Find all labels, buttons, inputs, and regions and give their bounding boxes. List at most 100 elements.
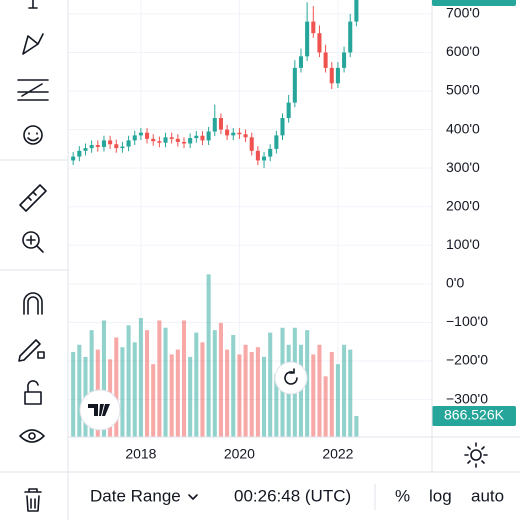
candle-body bbox=[298, 56, 304, 68]
volume-bar bbox=[200, 342, 205, 437]
candle-body bbox=[114, 144, 119, 149]
candle-body bbox=[169, 137, 174, 139]
candle-body bbox=[181, 141, 187, 144]
y-tick-label: 700'0 bbox=[446, 5, 480, 21]
date-range[interactable]: Date Range bbox=[90, 486, 181, 505]
volume-bar bbox=[212, 330, 217, 437]
volume-bar bbox=[194, 332, 199, 437]
candle-body bbox=[120, 146, 125, 149]
candle-body bbox=[101, 140, 106, 147]
y-tick-label: −300'0 bbox=[446, 390, 488, 406]
y-tick-label: 400'0 bbox=[446, 120, 480, 136]
candle-body bbox=[145, 132, 150, 139]
candle-body bbox=[255, 150, 260, 161]
volume-bar bbox=[132, 342, 137, 437]
volume-bar bbox=[255, 347, 260, 437]
candle-body bbox=[212, 118, 217, 132]
log-toggle[interactable]: log bbox=[429, 486, 452, 505]
volume-bar bbox=[231, 335, 236, 437]
volume-bar bbox=[89, 330, 94, 437]
price-tag bbox=[432, 0, 516, 6]
volume-bar bbox=[151, 364, 156, 437]
volume-bar bbox=[77, 344, 82, 437]
y-tick-label: 100'0 bbox=[446, 236, 480, 252]
volume-bar bbox=[157, 320, 162, 437]
volume-bar bbox=[101, 320, 106, 437]
tool-unlock[interactable] bbox=[24, 380, 42, 405]
auto-toggle[interactable]: auto bbox=[471, 486, 504, 505]
candle-body bbox=[342, 52, 347, 68]
candle-body bbox=[286, 102, 291, 119]
tool-trash[interactable] bbox=[24, 488, 42, 512]
candle-body bbox=[157, 141, 162, 143]
candle-body bbox=[151, 138, 156, 142]
tool-eye[interactable] bbox=[19, 429, 45, 443]
tool-magnet[interactable] bbox=[23, 292, 43, 315]
volume-bar bbox=[175, 349, 180, 437]
volume-bar bbox=[181, 320, 187, 437]
volume-bar bbox=[311, 354, 316, 437]
volume-bar bbox=[120, 347, 125, 437]
candle-body bbox=[108, 140, 113, 145]
candle-body bbox=[175, 138, 180, 142]
y-tick-label: −200'0 bbox=[446, 352, 488, 368]
reset-button[interactable] bbox=[274, 361, 308, 395]
tool-ruler[interactable] bbox=[19, 184, 47, 212]
tool-emoji[interactable] bbox=[23, 125, 43, 145]
candle-body bbox=[71, 156, 76, 161]
candle-body bbox=[95, 145, 100, 147]
volume-bar bbox=[237, 354, 242, 437]
candle-body bbox=[249, 137, 254, 151]
percent-toggle[interactable]: % bbox=[395, 486, 410, 505]
tool-zoom[interactable] bbox=[22, 231, 40, 249]
tool-lock-draw[interactable] bbox=[18, 339, 45, 362]
volume-bar bbox=[126, 325, 131, 437]
volume-bar bbox=[218, 322, 223, 437]
candle-body bbox=[194, 135, 199, 139]
tv-logo-mark bbox=[88, 404, 110, 416]
candle-body bbox=[237, 132, 242, 135]
candle-body bbox=[188, 138, 193, 144]
y-tick-label: 500'0 bbox=[446, 82, 480, 98]
x-tick-label: 2020 bbox=[224, 446, 255, 462]
volume-bar bbox=[169, 354, 174, 437]
candle-body bbox=[77, 150, 82, 157]
candle-body bbox=[89, 145, 94, 149]
candle-body bbox=[280, 118, 285, 136]
tool-pattern[interactable] bbox=[22, 33, 44, 55]
volume-bar bbox=[274, 373, 279, 437]
candle-body bbox=[163, 137, 168, 143]
volume-bar bbox=[114, 337, 119, 437]
volume-bar bbox=[262, 356, 267, 437]
x-tick-label: 2022 bbox=[322, 446, 353, 462]
candle-body bbox=[126, 140, 131, 147]
y-tick-label: 200'0 bbox=[446, 197, 480, 213]
volume-bar bbox=[329, 352, 334, 437]
candle-body bbox=[132, 135, 137, 141]
volume-bar bbox=[71, 352, 76, 437]
volume-bar bbox=[249, 352, 254, 437]
candle-body bbox=[323, 52, 328, 68]
y-tick-label: 600'0 bbox=[446, 43, 480, 59]
candle-body bbox=[311, 21, 316, 34]
tool-fib[interactable] bbox=[17, 79, 49, 101]
candle-body bbox=[243, 134, 248, 138]
volume-tag bbox=[432, 405, 516, 426]
y-tick-label: 300'0 bbox=[446, 159, 480, 175]
y-tick-label: 0'0 bbox=[446, 275, 464, 291]
volume-bar bbox=[145, 330, 150, 437]
dropdown-caret bbox=[188, 494, 198, 500]
volume-bar bbox=[243, 344, 248, 437]
tool-cursor[interactable] bbox=[28, 0, 38, 9]
candle-body bbox=[231, 132, 236, 136]
volume-bar bbox=[348, 349, 353, 437]
reset-icon bbox=[284, 368, 298, 385]
volume-bar bbox=[335, 364, 340, 437]
x-tick-label: 2018 bbox=[125, 446, 156, 462]
candle-body bbox=[218, 118, 223, 130]
candle-body bbox=[329, 67, 334, 84]
volume-bar bbox=[354, 415, 359, 437]
volume-bar bbox=[268, 332, 273, 437]
settings-icon[interactable] bbox=[464, 442, 488, 468]
